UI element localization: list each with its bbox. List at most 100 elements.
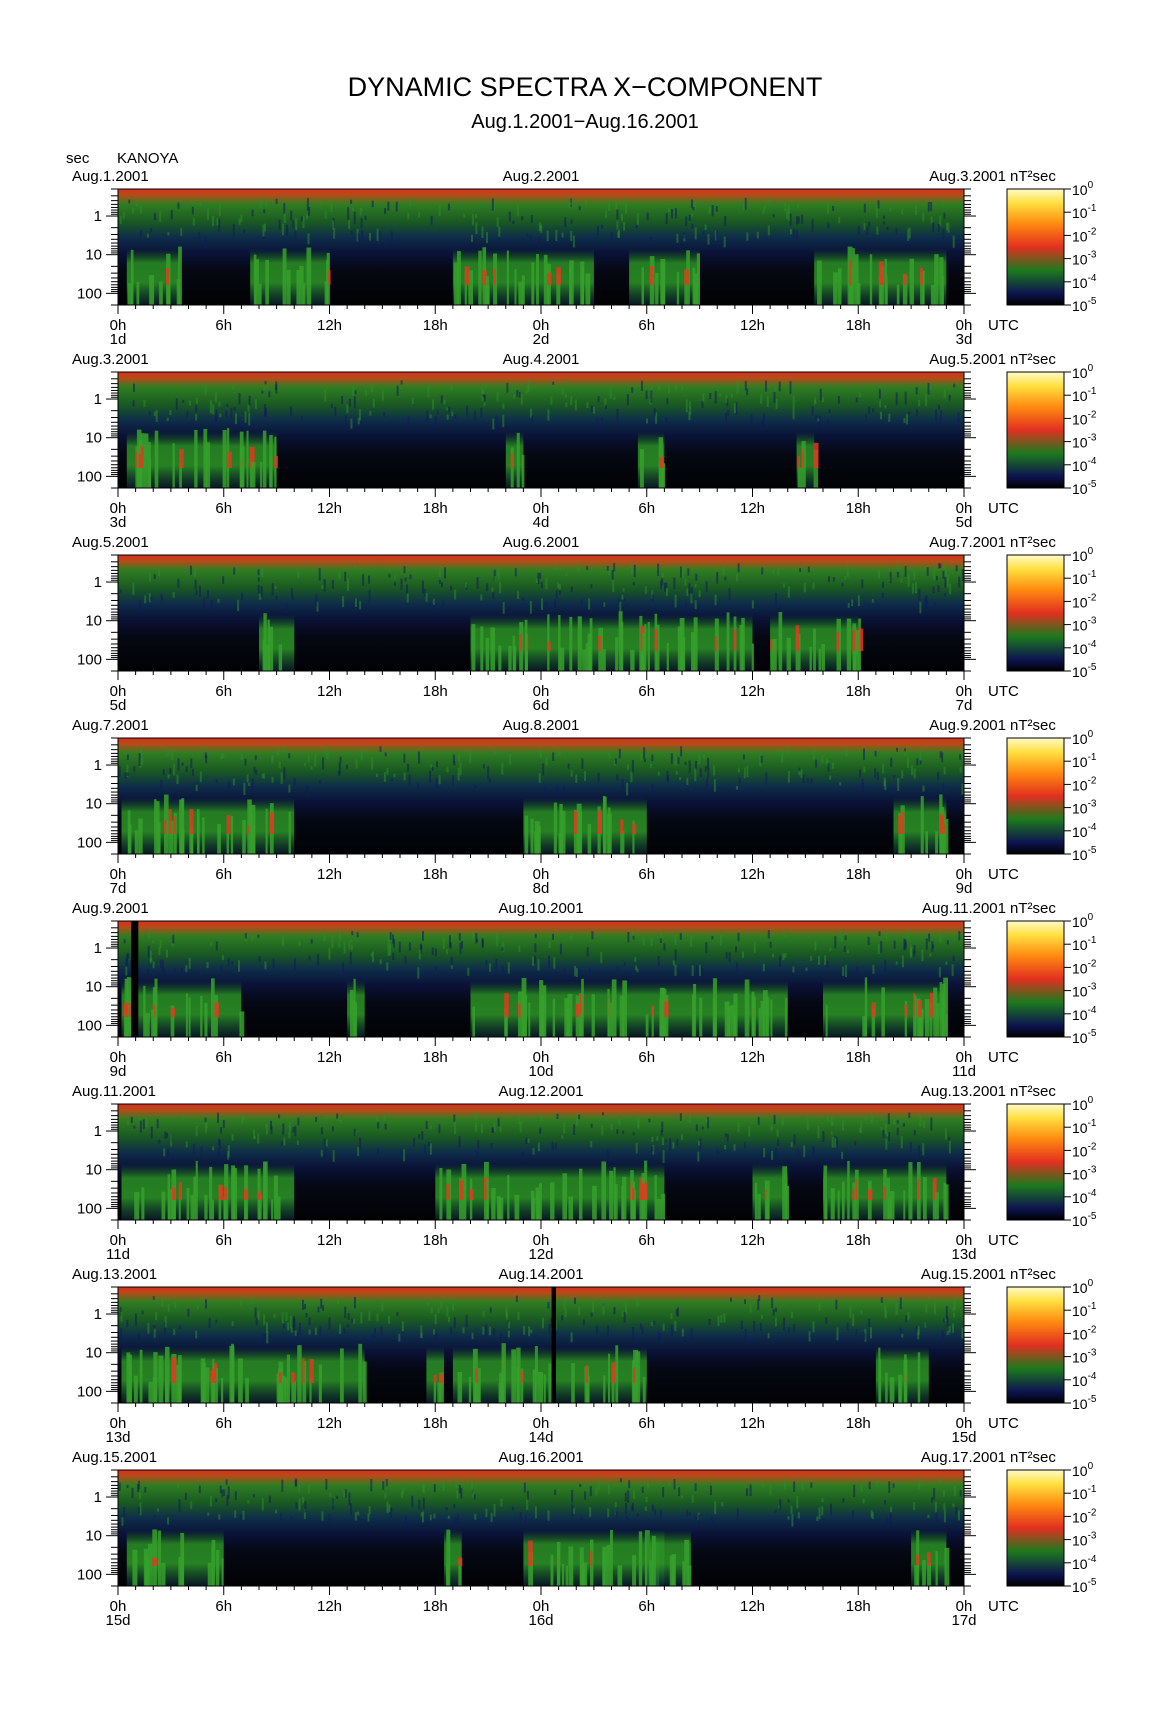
- texture-streak: [406, 584, 408, 594]
- y-tick-label: 10: [85, 247, 102, 264]
- texture-streak: [438, 1124, 441, 1134]
- texture-streak: [913, 944, 916, 954]
- texture-streak: [789, 381, 792, 394]
- x-tick-label: 6h: [215, 500, 232, 517]
- texture-streak: [359, 600, 362, 610]
- x-tick-label: 0h: [956, 317, 973, 334]
- texture-streak: [421, 1131, 424, 1140]
- texture-streak: [431, 767, 434, 771]
- burst-streak: [211, 1539, 216, 1586]
- burst-streak: [778, 612, 783, 671]
- texture-streak: [486, 231, 488, 244]
- texture-streak: [133, 383, 135, 392]
- texture-streak: [121, 1517, 124, 1526]
- texture-streak: [449, 1327, 452, 1334]
- texture-streak: [517, 1312, 520, 1320]
- texture-streak: [740, 1320, 743, 1329]
- texture-streak: [952, 1323, 954, 1333]
- texture-streak: [308, 1317, 311, 1330]
- texture-streak: [345, 764, 348, 769]
- colorbar-tick-base: 10: [1072, 1579, 1088, 1595]
- texture-streak: [541, 598, 543, 610]
- texture-streak: [940, 410, 942, 421]
- burst-streak: [772, 639, 777, 671]
- y-tick-label: 100: [77, 834, 102, 851]
- texture-streak: [508, 211, 511, 222]
- texture-streak: [671, 209, 673, 219]
- colorbar-tick-base: 10: [1072, 411, 1088, 427]
- texture-streak: [129, 960, 132, 967]
- texture-streak: [564, 393, 567, 398]
- texture-streak: [918, 1145, 921, 1157]
- texture-streak: [308, 207, 310, 216]
- texture-streak: [218, 1139, 221, 1149]
- texture-streak: [837, 395, 840, 404]
- texture-streak: [386, 767, 389, 775]
- texture-streak: [243, 229, 246, 234]
- texture-streak: [674, 964, 677, 976]
- texture-streak: [584, 1491, 587, 1500]
- texture-streak: [374, 1327, 377, 1338]
- burst-streak: [188, 997, 191, 1037]
- x-tick-label: 6h: [215, 1598, 232, 1615]
- burst-streak: [284, 1377, 288, 1403]
- texture-streak: [204, 384, 207, 396]
- texture-streak: [735, 786, 738, 790]
- burst-streak: [350, 989, 354, 1037]
- texture-streak: [332, 1150, 335, 1162]
- burst-streak: [556, 1542, 561, 1586]
- burst-streak: [211, 1547, 214, 1586]
- texture-streak: [216, 218, 219, 226]
- texture-streak: [713, 779, 716, 792]
- texture-streak: [556, 784, 559, 797]
- texture-streak: [738, 777, 741, 784]
- texture-streak: [462, 1327, 465, 1334]
- texture-streak: [294, 1479, 297, 1486]
- colorbar-tick-label: 100: [1072, 180, 1094, 198]
- burst-streak: [201, 1362, 206, 1403]
- texture-streak: [942, 783, 945, 790]
- texture-streak: [472, 931, 475, 940]
- texture-streak: [290, 1327, 293, 1333]
- burst-streak: [813, 449, 819, 488]
- texture-streak: [153, 1515, 156, 1519]
- texture-streak: [839, 782, 842, 786]
- texture-streak: [294, 1125, 297, 1137]
- burst-streak: [471, 624, 476, 671]
- texture-streak: [715, 230, 718, 241]
- texture-streak: [118, 1482, 121, 1492]
- texture-streak: [489, 963, 492, 972]
- texture-streak: [579, 1484, 582, 1488]
- burst-streak: [579, 1547, 584, 1586]
- texture-streak: [767, 1333, 770, 1339]
- texture-streak: [488, 778, 491, 783]
- texture-streak: [260, 586, 263, 598]
- texture-streak: [883, 215, 885, 219]
- texture-streak: [665, 582, 668, 589]
- texture-streak: [136, 201, 139, 207]
- texture-streak: [454, 1122, 457, 1135]
- burst-streak: [936, 1003, 940, 1037]
- texture-streak: [792, 229, 795, 238]
- colorbar-tick-exponent: -1: [1088, 569, 1097, 580]
- texture-streak: [436, 761, 438, 768]
- texture-streak: [648, 1118, 651, 1123]
- texture-streak: [446, 767, 449, 773]
- texture-streak: [158, 1139, 161, 1144]
- texture-streak: [384, 752, 387, 757]
- texture-streak: [233, 406, 236, 411]
- burst-streak: [654, 1175, 657, 1220]
- colorbar-tick-label: 10-5: [1072, 662, 1097, 680]
- x-unit-label: UTC: [988, 1049, 1019, 1066]
- texture-streak: [828, 409, 831, 414]
- texture-streak: [302, 1299, 304, 1311]
- texture-streak: [724, 216, 727, 227]
- burst-streak: [203, 428, 208, 488]
- texture-streak: [618, 1119, 621, 1125]
- texture-streak: [563, 968, 566, 981]
- colorbar-scale: [1006, 371, 1065, 489]
- texture-streak: [133, 1125, 136, 1129]
- texture-streak: [263, 223, 266, 232]
- texture-streak: [746, 1488, 748, 1497]
- colorbar-tick-base: 10: [1072, 641, 1088, 657]
